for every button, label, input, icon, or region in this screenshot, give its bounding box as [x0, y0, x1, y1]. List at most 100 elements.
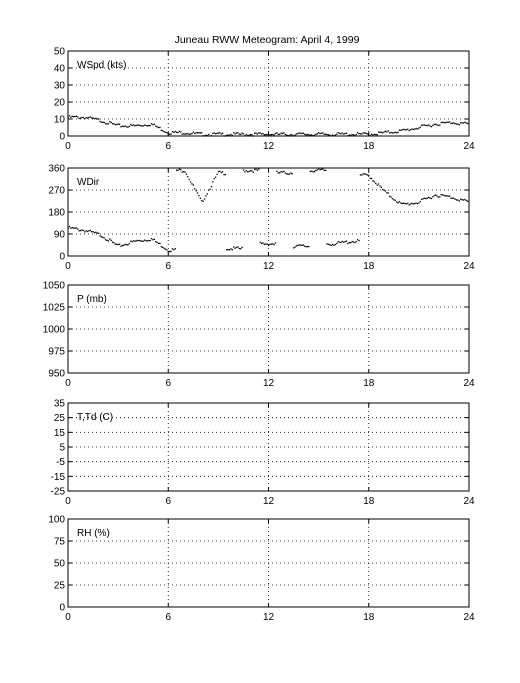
- wdir-data-point: [249, 170, 252, 172]
- wdir-data-point: [441, 194, 444, 196]
- wspd-data-point: [467, 122, 469, 125]
- wdir-data-point: [155, 241, 157, 243]
- wspd-data-point: [170, 133, 172, 135]
- wdir-data-point: [384, 190, 387, 192]
- wdir-data-point: [78, 230, 80, 232]
- wdir-data-point: [397, 202, 399, 204]
- wspd-data-point: [139, 124, 142, 127]
- wdir-data-point: [291, 173, 293, 175]
- wdir-data-point: [160, 246, 162, 248]
- wdir-ytick-label: 90: [54, 230, 66, 241]
- wspd-data-point: [428, 124, 430, 126]
- wdir-data-point: [281, 171, 284, 173]
- wdir-data-point: [259, 241, 261, 244]
- wspd-data-point: [343, 133, 345, 135]
- wdir-data-point: [411, 202, 413, 205]
- wdir-data-point: [111, 241, 114, 243]
- wspd-data-point: [366, 133, 369, 135]
- wdir-data-point: [142, 240, 144, 242]
- wspd-data-point: [110, 121, 112, 124]
- wspd-data-point: [75, 115, 78, 117]
- wdir-data-point: [412, 203, 415, 205]
- wspd-data-point: [242, 133, 245, 135]
- wdir-data-point: [277, 172, 279, 174]
- wspd-data-point: [100, 121, 103, 123]
- wspd-data-point: [88, 116, 90, 119]
- wspd-data-point: [379, 131, 381, 134]
- wspd-data-point: [156, 126, 158, 128]
- wdir-data-point: [84, 231, 86, 233]
- wdir-data-point: [343, 241, 345, 243]
- wspd-data-point: [386, 131, 388, 133]
- wdir-data-point: [433, 194, 435, 197]
- wspd-data-point: [382, 132, 384, 134]
- wspd-data-point: [306, 133, 309, 136]
- wspd-data-point: [361, 133, 363, 135]
- wdir-data-point: [109, 238, 111, 240]
- wdir-data-point: [294, 246, 296, 248]
- wdir-data-point: [79, 229, 82, 232]
- pressure-ytick-label: 1050: [43, 281, 66, 292]
- wdir-data-point: [266, 243, 268, 245]
- wspd-data-point: [329, 134, 331, 136]
- wspd-data-point: [81, 116, 83, 119]
- wspd-data-point: [106, 123, 108, 125]
- wdir-data-point: [423, 197, 426, 199]
- wspd-data-point: [209, 135, 211, 137]
- wspd-data-point: [336, 133, 338, 135]
- wspd-data-point: [91, 117, 93, 119]
- wspd-data-point: [240, 133, 242, 135]
- wdir-data-point: [237, 246, 239, 248]
- wdir-data-point: [351, 240, 353, 243]
- temp-dewpoint-xtick-label: 0: [65, 496, 71, 507]
- wspd-data-point: [169, 133, 171, 135]
- wspd-data-point: [263, 134, 266, 136]
- wspd-data-point: [450, 122, 452, 125]
- wspd-data-point: [441, 121, 444, 124]
- wspd-data-point: [95, 117, 97, 119]
- wspd-data-point: [359, 133, 362, 135]
- wdir-data-point: [316, 169, 318, 171]
- wdir-data-point: [134, 240, 136, 242]
- wdir-data-point: [74, 227, 76, 229]
- wspd-data-point: [341, 132, 343, 134]
- wspd-data-point: [114, 124, 117, 126]
- rh-ytick-label: 25: [54, 581, 66, 592]
- wspd-data-point: [363, 132, 366, 134]
- wspd-data-point: [228, 134, 231, 136]
- wdir-data-point: [301, 244, 303, 247]
- wspd-data-point: [327, 134, 330, 136]
- wdir-data-point: [365, 173, 367, 175]
- temp-dewpoint-ytick-label: 5: [59, 443, 65, 454]
- wdir-data-point: [156, 241, 158, 244]
- wspd-data-point: [258, 132, 260, 134]
- wdir-data-point: [194, 188, 196, 190]
- wdir-data-point: [297, 244, 299, 247]
- wdir-data-point: [451, 197, 453, 200]
- wspd-data-point: [137, 124, 139, 126]
- wdir-data-point: [414, 202, 416, 205]
- wdir-data-point: [305, 246, 307, 248]
- wdir-ytick-label: 0: [59, 252, 65, 263]
- pressure-ytick-label: 1000: [43, 325, 66, 336]
- wspd-data-point: [132, 124, 135, 126]
- wspd-data-point: [455, 123, 458, 125]
- wspd-data-point: [454, 123, 456, 125]
- wspd-data-point: [415, 127, 417, 130]
- wspd-xtick-label: 18: [363, 141, 375, 152]
- wspd-data-point: [308, 134, 310, 136]
- wdir-data-point: [387, 192, 389, 194]
- wdir-data-point: [426, 197, 428, 199]
- rh-xtick-label: 12: [263, 612, 275, 623]
- wspd-data-point: [418, 127, 420, 129]
- wdir-data-point: [228, 249, 231, 251]
- wdir-data-point: [345, 240, 348, 242]
- wdir-data-point: [280, 171, 282, 173]
- wspd-data-point: [124, 125, 126, 127]
- wspd-data-point: [457, 123, 459, 125]
- pressure-panel-label: P (mb): [77, 294, 107, 305]
- pressure-ytick-label: 975: [48, 347, 65, 358]
- wdir-data-point: [458, 200, 460, 202]
- wspd-data-point: [451, 122, 453, 125]
- wspd-data-point: [70, 116, 72, 118]
